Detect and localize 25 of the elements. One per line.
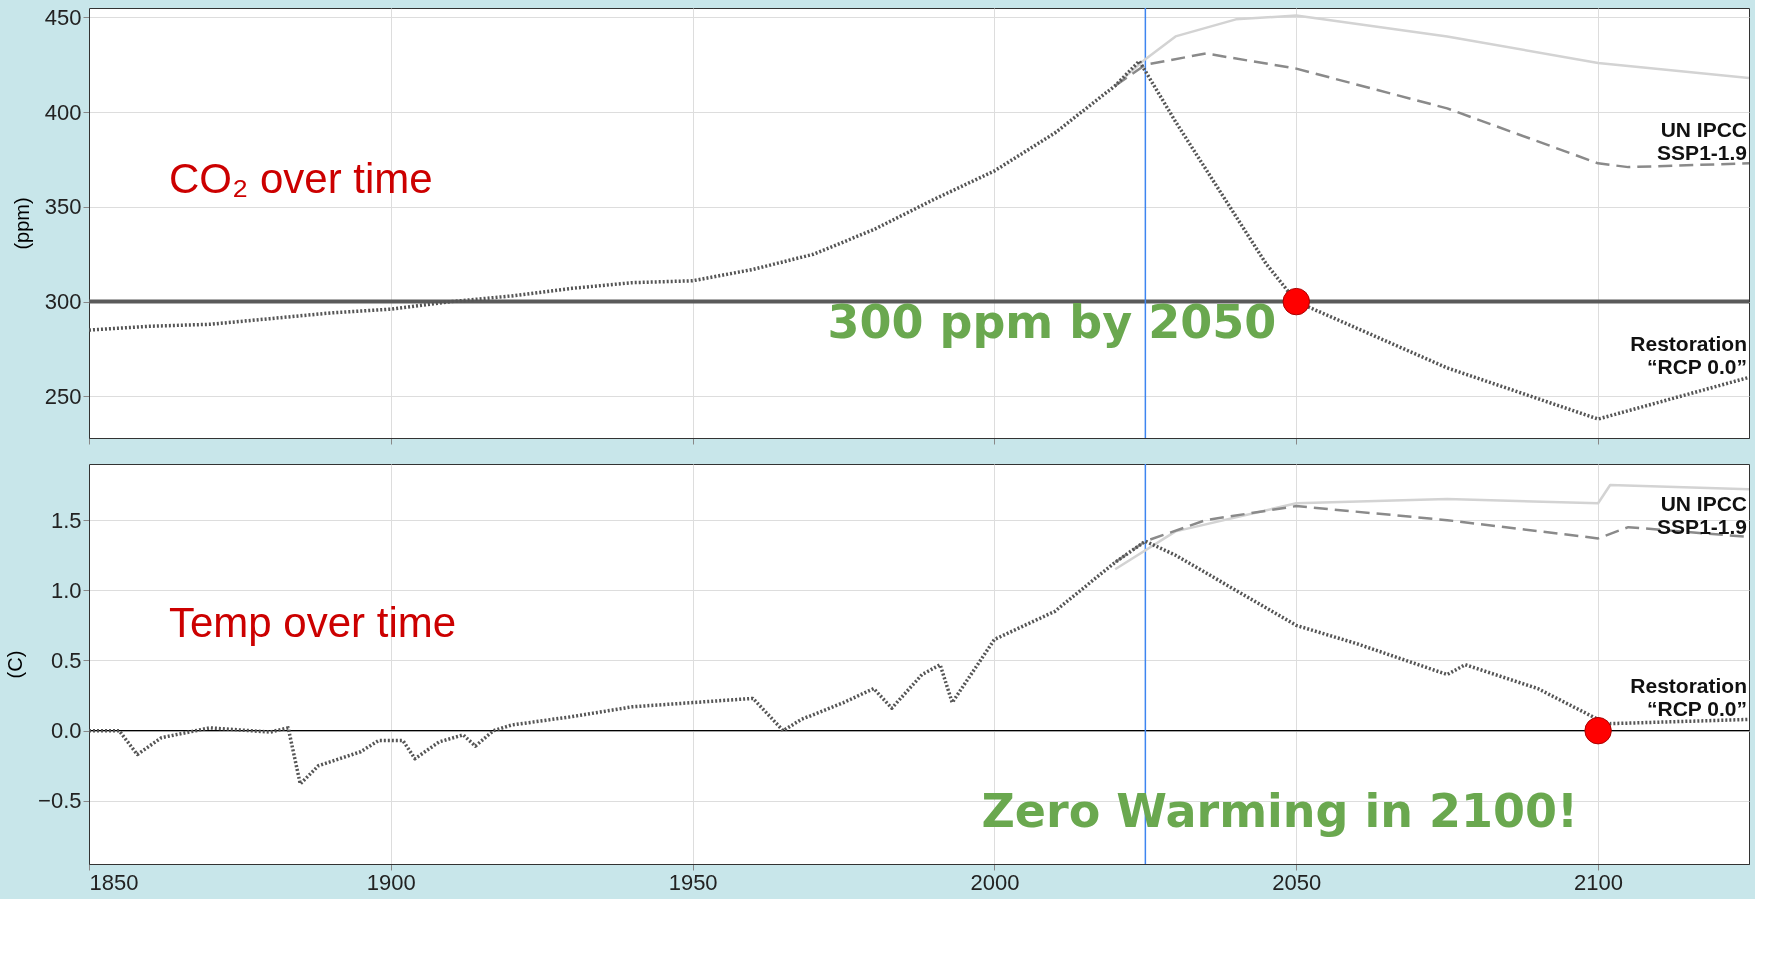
x-tick-label: 1850 [89,869,139,895]
y-tick-label: 350 [44,194,82,220]
x-tick-label: 1950 [668,869,718,895]
x-tick-label: 1900 [366,869,416,895]
x-tick-label: 2050 [1272,869,1322,895]
series-label: UN IPCC SSP1-1.9 [1657,118,1747,165]
annotation: Temp over time [169,599,457,646]
y-tick-label: 0.5 [50,647,82,673]
y-tick-label: 1.0 [50,577,82,603]
y-axis-title: (ppm) [10,197,33,250]
y-tick-label: 0.0 [50,718,82,744]
series-label: Restoration “RCP 0.0” [1630,674,1747,721]
y-tick-label: 450 [44,4,82,30]
x-tick-label: 2100 [1574,869,1624,895]
y-tick-label: −0.5 [38,788,82,814]
series-label: UN IPCC SSP1-1.9 [1657,491,1747,538]
annotation: CO₂ over time [169,155,433,202]
series-label: Restoration “RCP 0.0” [1630,332,1747,379]
y-tick-label: 250 [44,383,82,409]
y-tick-label: 1.5 [50,507,82,533]
y-axis-title: (C) [4,650,27,679]
annotation: 300 ppm by 2050 [827,294,1277,349]
y-tick-label: 400 [44,99,82,125]
x-tick-label: 2000 [970,869,1020,895]
y-tick-label: 300 [44,289,82,315]
